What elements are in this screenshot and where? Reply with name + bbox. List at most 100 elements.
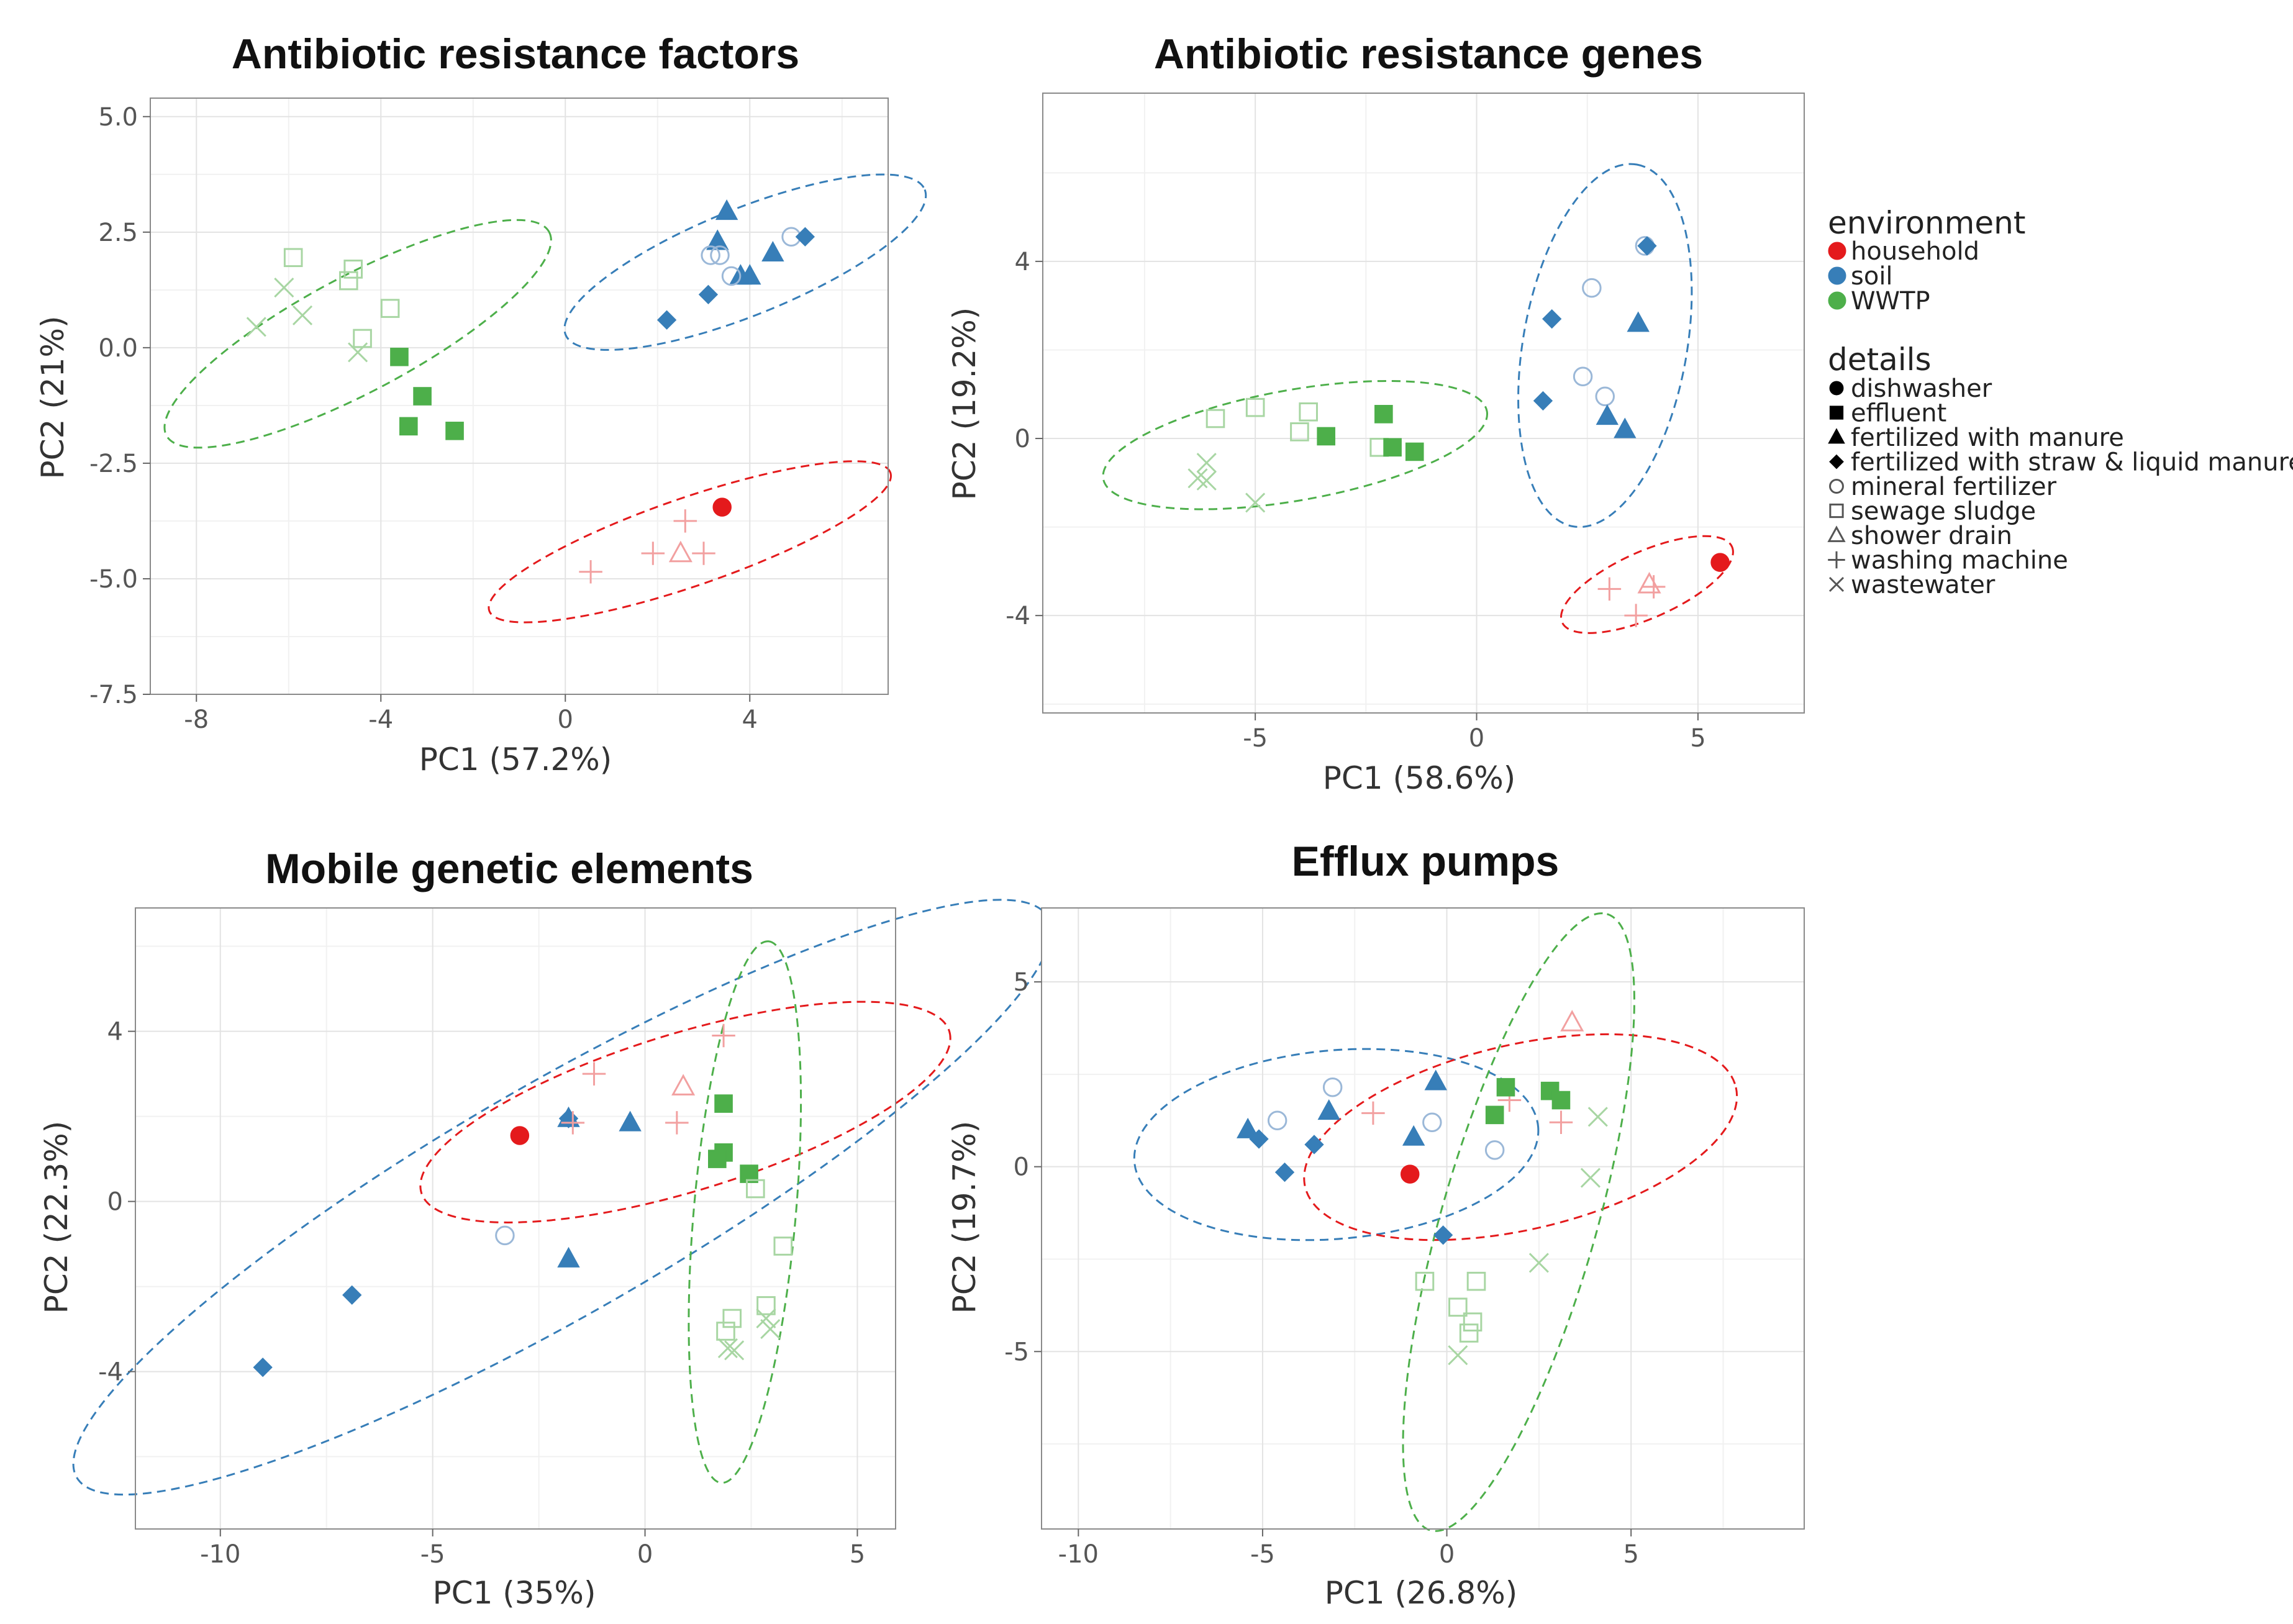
point-wwtp-sewage-sludge [746,1179,765,1199]
legend-label: soil [1851,262,1893,291]
point-household-washing-machine [1549,1110,1573,1134]
y-axis-label: PC2 (19.7%) [947,1121,983,1314]
legend-swatch [1828,266,1846,285]
panel-mobile-genetic-elements: Mobile genetic elements PC1 (35%) PC2 (2… [39,845,1052,1611]
y-tick-label: 0.0 [98,334,138,363]
point-wwtp-wastewater [246,317,266,337]
point-household-washing-machine [692,542,715,565]
y-tick-label: -7.5 [89,681,138,709]
point-wwtp-wastewater [760,1319,781,1340]
point-soil-fertilized-with-straw-and-liquid-manure [1533,391,1553,411]
panel-title: Efflux pumps [1292,838,1560,885]
point-soil-fertilized-with-straw-and-liquid-manure [795,227,815,247]
point-wwtp-wastewater [724,1340,745,1361]
point-wwtp-sewage-sludge [283,248,303,268]
plot-area [150,98,888,694]
legend-symbol [1829,503,1844,519]
point-household-washing-machine [712,1023,735,1048]
point-soil-fertilized-with-straw-and-liquid-manure [1433,1225,1453,1245]
x-tick-label: 0 [637,1540,653,1569]
point-wwtp-effluent [413,387,432,406]
point-soil-fertilized-with-manure [1424,1069,1447,1091]
point-soil-fertilized-with-manure [1237,1117,1260,1138]
y-tick-label: 5 [1014,968,1029,997]
axis-ticks: -5 0 5 4 0 -4 [1006,248,1706,753]
ellipse-wwtp [163,219,552,449]
point-household-washing-machine [1361,1101,1385,1125]
point-soil-mineral-fertilizer [1595,386,1615,407]
point-soil-fertilized-with-manure [715,199,738,220]
point-wwtp-effluent [708,1150,727,1168]
legend-symbol [1827,525,1846,542]
x-tick-label: 4 [742,705,758,734]
point-wwtp-effluent [1383,438,1402,457]
y-tick-label: 4 [1015,248,1030,276]
point-wwtp-effluent [1496,1077,1515,1097]
point-wwtp-wastewater [756,1308,776,1329]
legend-label: washing machine [1851,547,2068,575]
point-household-washing-machine [1624,604,1648,627]
data-points [253,1023,793,1377]
legend-label: dishwasher [1851,374,1992,403]
legend-symbol [1829,479,1844,494]
point-wwtp-wastewater [1448,1345,1468,1366]
point-wwtp-sewage-sludge [773,1236,793,1256]
point-wwtp-sewage-sludge [722,1309,742,1328]
legend-item-washing-machine: washing machine [1828,547,2068,575]
axis-ticks: -10 -5 0 5 5 0 -5 [1004,968,1639,1569]
point-wwtp-effluent [1485,1105,1504,1125]
point-wwtp-wastewater [292,305,313,325]
point-wwtp-effluent [1551,1091,1571,1110]
legend-symbol [1828,428,1845,444]
point-soil-fertilized-with-manure [761,240,784,262]
legend-label: WWTP [1851,287,1930,315]
point-soil-fertilized-with-manure [619,1110,642,1132]
point-soil-mineral-fertilizer [1422,1112,1442,1132]
point-soil-fertilized-with-straw-and-liquid-manure [656,310,677,330]
point-soil-fertilized-with-straw-and-liquid-manure [253,1358,273,1377]
point-household-washing-machine [1597,577,1622,601]
point-wwtp-effluent [714,1094,733,1113]
point-wwtp-sewage-sludge [380,299,400,318]
point-household-shower-drain [1560,1010,1584,1032]
legend-item-sewage-sludge: sewage sludge [1829,497,2036,526]
point-wwtp-sewage-sludge [716,1322,735,1341]
panel-antibiotic-resistance-factors: Antibiotic resistance factors PC1 (57.2%… [35,30,927,778]
panel-efflux-pumps: Efflux pumps PC1 (26.8%) PC2 (19.7%) -10… [947,838,1805,1611]
point-soil-fertilized-with-manure [738,264,761,285]
x-axis-label: PC1 (26.8%) [1325,1575,1518,1611]
legend-item-shower-drain: shower drain [1827,522,2012,550]
y-tick-label: -4 [98,1358,123,1387]
y-tick-label: -5.0 [89,565,138,594]
ellipse-wwtp [1102,379,1489,510]
x-tick-label: 5 [1623,1540,1638,1569]
point-wwtp-effluent [1374,405,1393,424]
legend-label: sewage sludge [1851,497,2036,526]
plot-area [135,908,896,1529]
point-soil-mineral-fertilizer [1484,1140,1505,1160]
point-wwtp-sewage-sludge [756,1296,776,1315]
legend-label: wastewater [1851,571,1996,599]
x-tick-label: -10 [200,1540,240,1569]
x-tick-label: 0 [558,705,573,734]
y-tick-label: 4 [107,1018,123,1046]
point-wwtp-wastewater [348,342,368,363]
point-soil-fertilized-with-manure [557,1246,580,1268]
point-wwtp-effluent [1317,427,1335,446]
point-soil-mineral-fertilizer [1573,366,1593,386]
point-household-washing-machine [673,509,697,533]
point-household-washing-machine [582,1062,606,1086]
legend-label: fertilized with straw & liquid manure [1851,448,2293,477]
legend-swatch [1828,291,1846,310]
legend-item-mineral-fertilizer: mineral fertilizer [1829,473,2057,501]
y-tick-label: 2.5 [98,219,138,247]
x-axis-label: PC1 (35%) [433,1575,596,1611]
x-tick-label: -4 [368,705,393,734]
point-soil-fertilized-with-straw-and-liquid-manure [698,284,719,304]
x-tick-label: 0 [1469,724,1484,753]
legend-environment-title: environment [1828,205,2025,241]
point-wwtp-sewage-sludge [1206,409,1225,429]
